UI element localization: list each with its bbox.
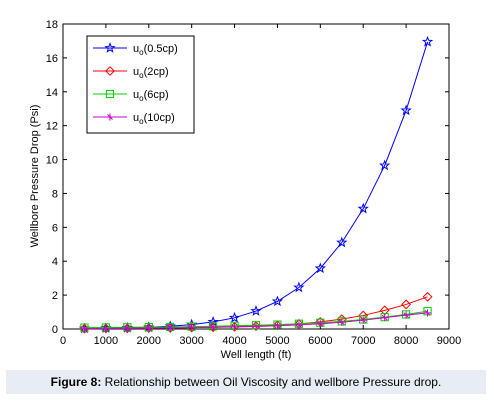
data-point: [250, 305, 262, 316]
caption-text: Relationship between Oil Viscosity and w…: [101, 375, 442, 389]
legend-item: uo(10cp): [93, 112, 175, 126]
y-tick-label: 6: [52, 222, 58, 234]
legend-marker: [106, 113, 114, 121]
legend-marker: [105, 66, 115, 76]
data-point: [228, 311, 241, 323]
x-axis-label: Well length (ft): [221, 349, 292, 361]
caption-label: Figure 8:: [50, 375, 102, 389]
data-point: [271, 295, 284, 307]
y-tick-label: 4: [52, 256, 58, 268]
x-tick-label: 9000: [437, 335, 461, 347]
data-point: [209, 323, 217, 331]
data-point: [316, 320, 324, 328]
y-tick-label: 16: [46, 53, 58, 65]
x-tick-label: 2000: [137, 335, 161, 347]
data-point: [401, 299, 412, 310]
x-tick-label: 5000: [265, 335, 289, 347]
data-point: [293, 281, 305, 293]
data-point: [402, 311, 410, 319]
data-point: [252, 322, 260, 331]
data-point: [359, 316, 367, 324]
data-point: [230, 323, 239, 331]
y-tick-label: 14: [46, 87, 58, 99]
data-point: [80, 325, 89, 333]
y-tick-label: 8: [52, 188, 58, 200]
data-point: [188, 324, 196, 332]
data-point: [423, 309, 432, 317]
data-point: [357, 202, 369, 214]
data-point: [166, 324, 174, 332]
legend-label: uo(2cp): [133, 66, 169, 80]
data-point: [421, 35, 434, 47]
legend: uo(0.5cp) uo(2cp) uo(6cp) uo(10cp): [86, 35, 195, 134]
y-tick-label: 2: [52, 290, 58, 302]
data-point: [381, 314, 389, 322]
data-point: [336, 236, 348, 248]
legend-item: uo(0.5cp): [93, 42, 178, 57]
data-point: [273, 322, 282, 330]
legend-marker: [105, 89, 115, 99]
x-tick-label: 6000: [308, 335, 332, 347]
x-tick-label: 7000: [351, 335, 375, 347]
y-tick-label: 0: [52, 324, 58, 336]
data-point: [272, 320, 283, 331]
x-tick-label: 8000: [394, 335, 418, 347]
x-tick-label: 0: [60, 335, 66, 347]
series-4: [80, 309, 432, 333]
x-tick-label: 3000: [179, 335, 203, 347]
y-axis-label: Wellbore Pressure Drop (Psi): [29, 105, 41, 248]
x-tick-label: 4000: [222, 335, 246, 347]
y-axis: 0 2 4 6 8 10 12 14 16 18: [46, 19, 449, 336]
data-point: [145, 324, 153, 332]
data-point: [102, 324, 110, 333]
data-point: [314, 262, 326, 274]
series-layer: [78, 35, 434, 334]
legend-marker: [104, 42, 116, 53]
data-point: [422, 291, 433, 302]
chart: 0 1000 2000 3000 4000 5000 6000 7000 8000 9000 0 2…: [29, 19, 461, 361]
data-point: [338, 318, 346, 326]
data-point: [123, 324, 131, 332]
data-point: [400, 104, 412, 116]
legend-label: uo(10cp): [133, 112, 175, 126]
x-tick-label: 1000: [94, 335, 118, 347]
data-point: [379, 159, 391, 171]
figure-caption: Figure 8: Relationship between Oil Visco…: [6, 370, 486, 394]
legend-item: uo(2cp): [93, 66, 169, 80]
y-tick-label: 10: [46, 155, 58, 167]
y-tick-label: 18: [46, 19, 58, 31]
legend-label: uo(0.5cp): [133, 43, 178, 57]
legend-label: uo(6cp): [133, 89, 169, 103]
legend-item: uo(6cp): [93, 89, 169, 103]
y-tick-label: 12: [46, 121, 58, 133]
x-axis: 0 1000 2000 3000 4000 5000 6000 7000 8000 9000: [60, 24, 461, 347]
data-point: [295, 321, 303, 329]
